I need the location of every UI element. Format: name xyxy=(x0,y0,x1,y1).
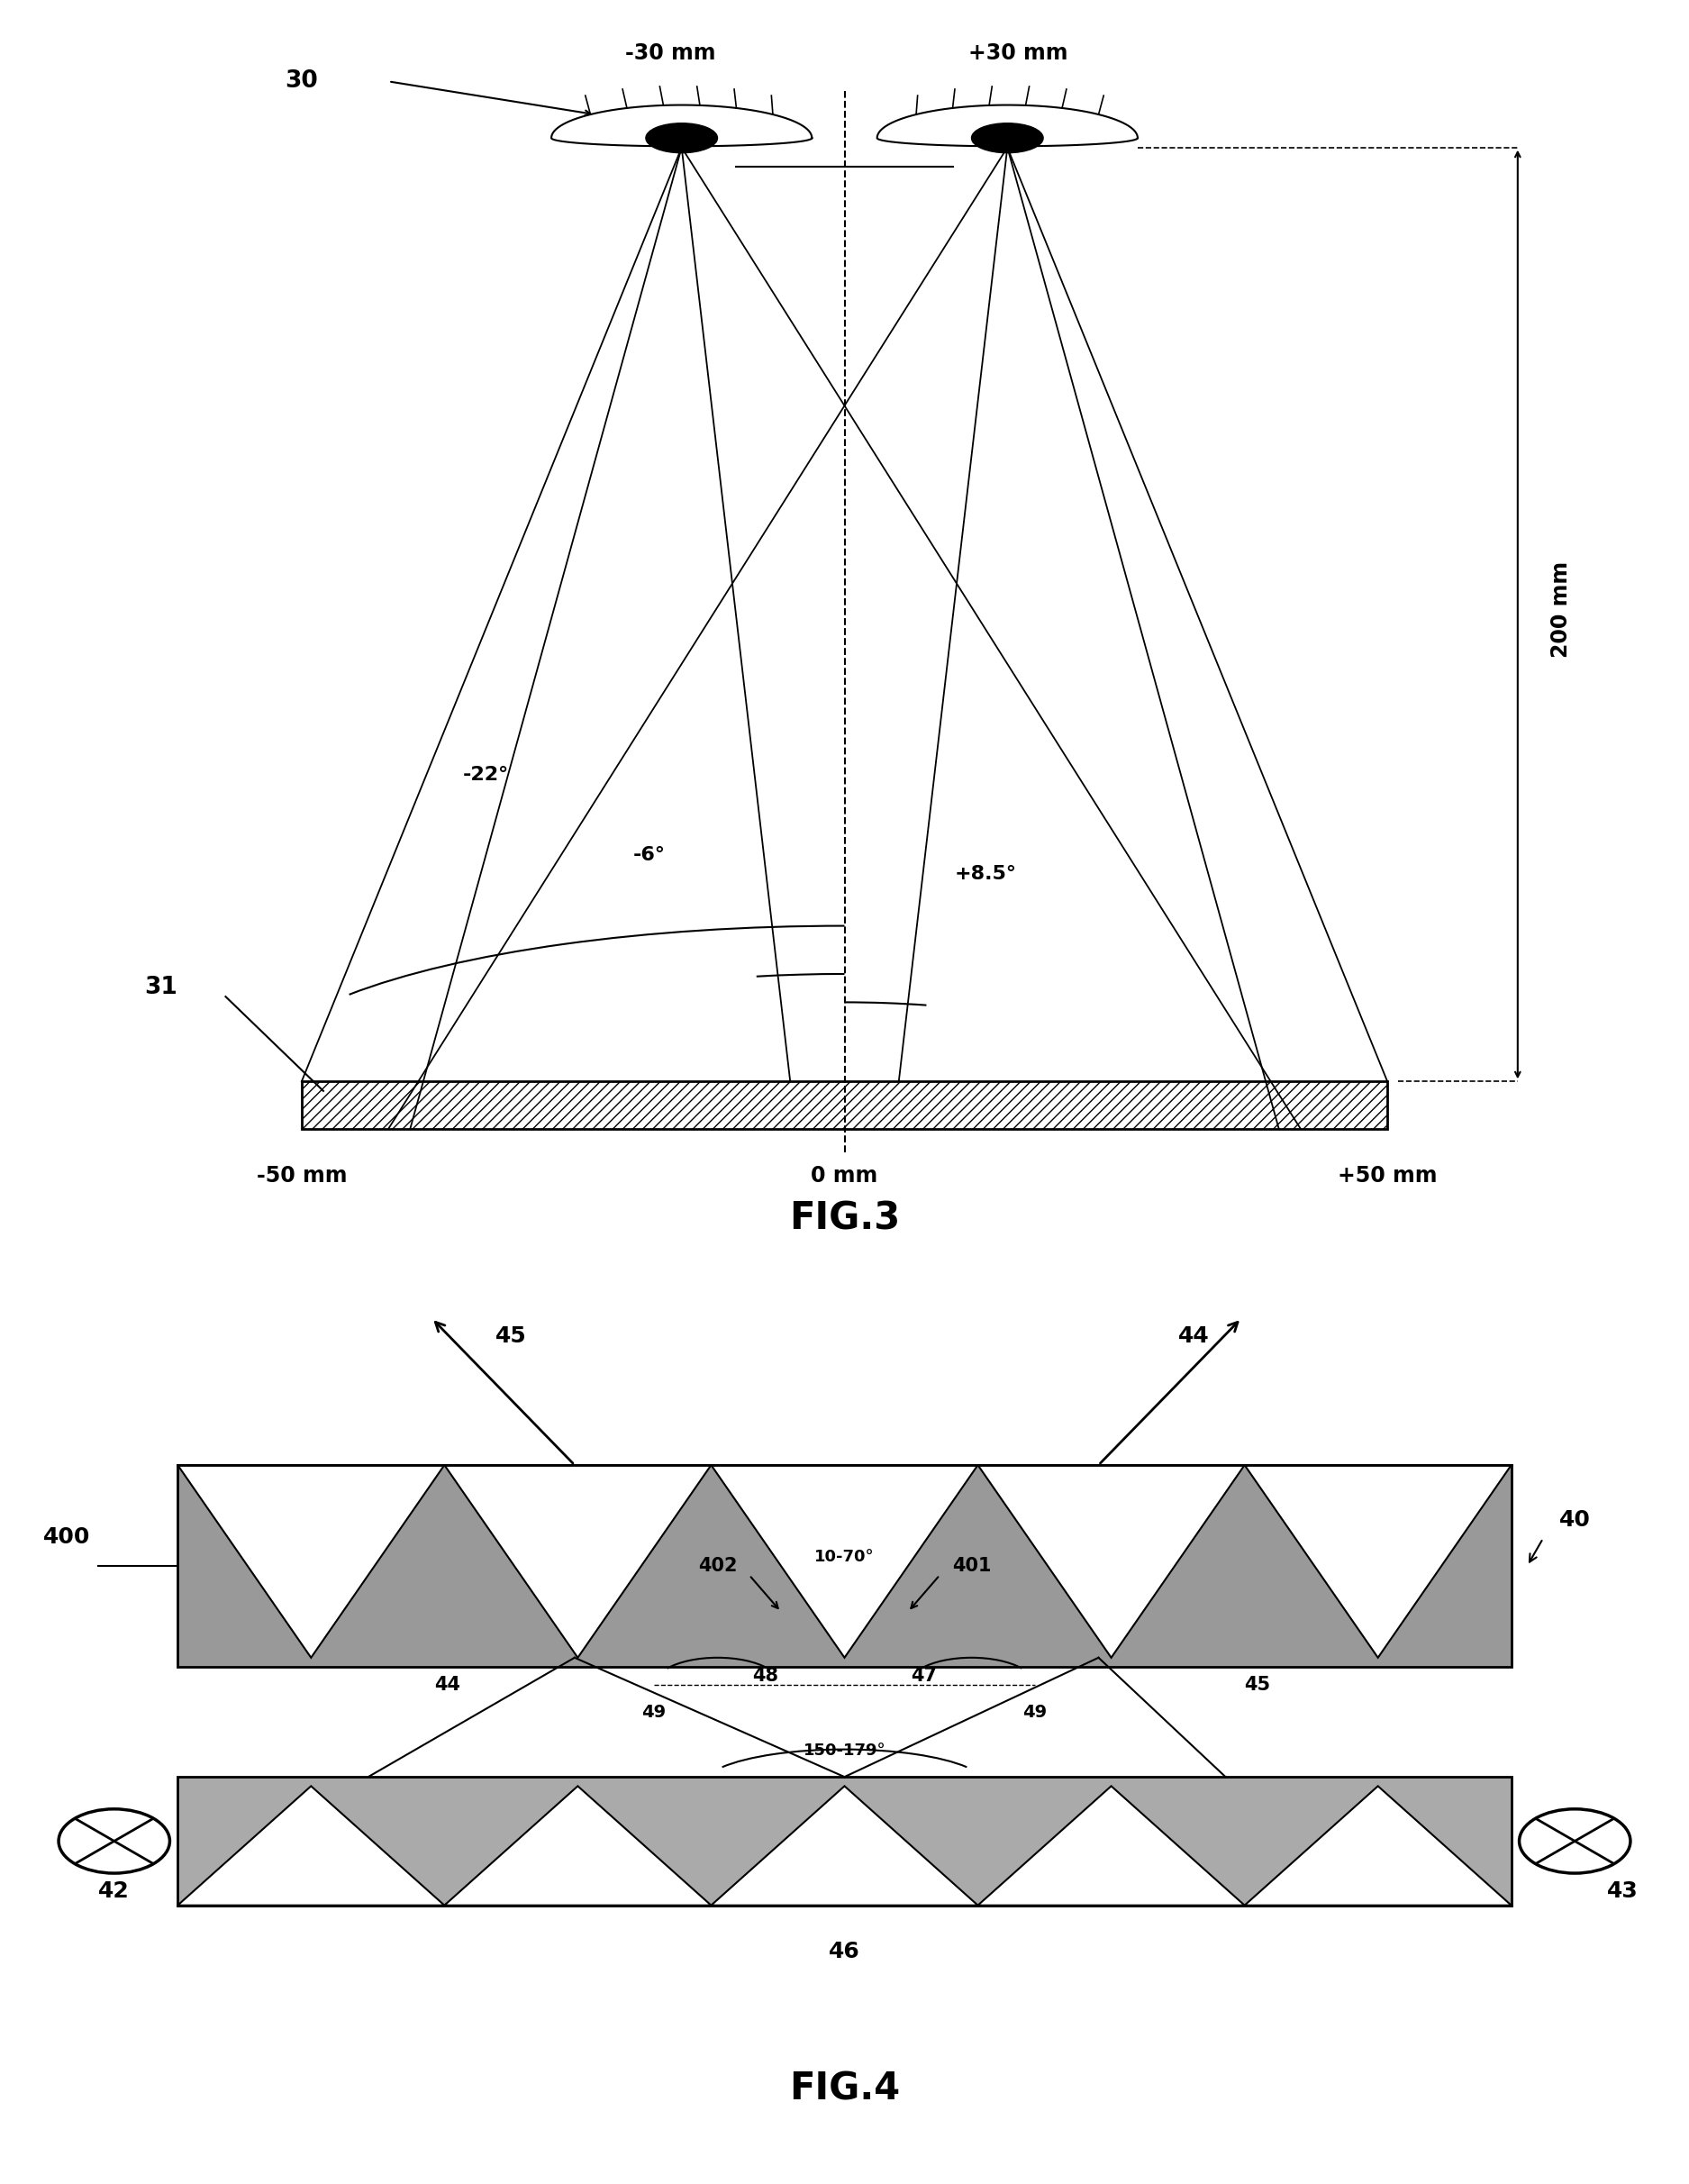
Text: 49: 49 xyxy=(1024,1704,1047,1721)
Polygon shape xyxy=(444,1787,711,1904)
Text: 31: 31 xyxy=(144,976,177,998)
Polygon shape xyxy=(1245,1787,1512,1904)
Ellipse shape xyxy=(645,122,718,153)
Polygon shape xyxy=(711,1787,978,1904)
Text: +8.5°: +8.5° xyxy=(954,865,1017,882)
Text: 48: 48 xyxy=(752,1666,779,1686)
Text: +30 mm: +30 mm xyxy=(968,41,1067,63)
Polygon shape xyxy=(1245,1465,1512,1658)
Text: 401: 401 xyxy=(953,1557,991,1575)
Text: FIG.3: FIG.3 xyxy=(789,1199,900,1238)
Bar xyxy=(177,1465,1512,1666)
Polygon shape xyxy=(711,1465,978,1658)
Polygon shape xyxy=(978,1465,1245,1658)
Text: 47: 47 xyxy=(910,1666,937,1686)
Text: 0 mm: 0 mm xyxy=(811,1164,878,1186)
Polygon shape xyxy=(444,1465,711,1658)
Text: 400: 400 xyxy=(42,1527,90,1548)
Bar xyxy=(177,1778,1512,1904)
Text: 49: 49 xyxy=(642,1704,665,1721)
Text: 40: 40 xyxy=(1559,1509,1591,1531)
Polygon shape xyxy=(978,1787,1245,1904)
Text: -50 mm: -50 mm xyxy=(257,1164,346,1186)
Text: +50 mm: +50 mm xyxy=(1338,1164,1437,1186)
Text: -22°: -22° xyxy=(463,767,510,784)
Text: 10-70°: 10-70° xyxy=(814,1548,875,1566)
Text: 200 mm: 200 mm xyxy=(1551,561,1572,657)
Ellipse shape xyxy=(971,122,1044,153)
Text: 43: 43 xyxy=(1606,1880,1638,1902)
Polygon shape xyxy=(177,1787,444,1904)
Text: -30 mm: -30 mm xyxy=(625,41,716,63)
Text: 42: 42 xyxy=(98,1880,130,1902)
Text: 46: 46 xyxy=(829,1939,860,1961)
Text: 44: 44 xyxy=(434,1675,461,1695)
Polygon shape xyxy=(177,1465,444,1658)
Text: 45: 45 xyxy=(495,1326,527,1348)
Text: 402: 402 xyxy=(698,1557,736,1575)
Text: 45: 45 xyxy=(1245,1675,1270,1695)
Text: -6°: -6° xyxy=(633,845,665,865)
Text: 44: 44 xyxy=(1179,1326,1209,1348)
Text: FIG.4: FIG.4 xyxy=(789,2070,900,2108)
Text: 150-179°: 150-179° xyxy=(804,1743,885,1758)
Bar xyxy=(302,1081,1387,1129)
Text: 30: 30 xyxy=(285,70,318,94)
